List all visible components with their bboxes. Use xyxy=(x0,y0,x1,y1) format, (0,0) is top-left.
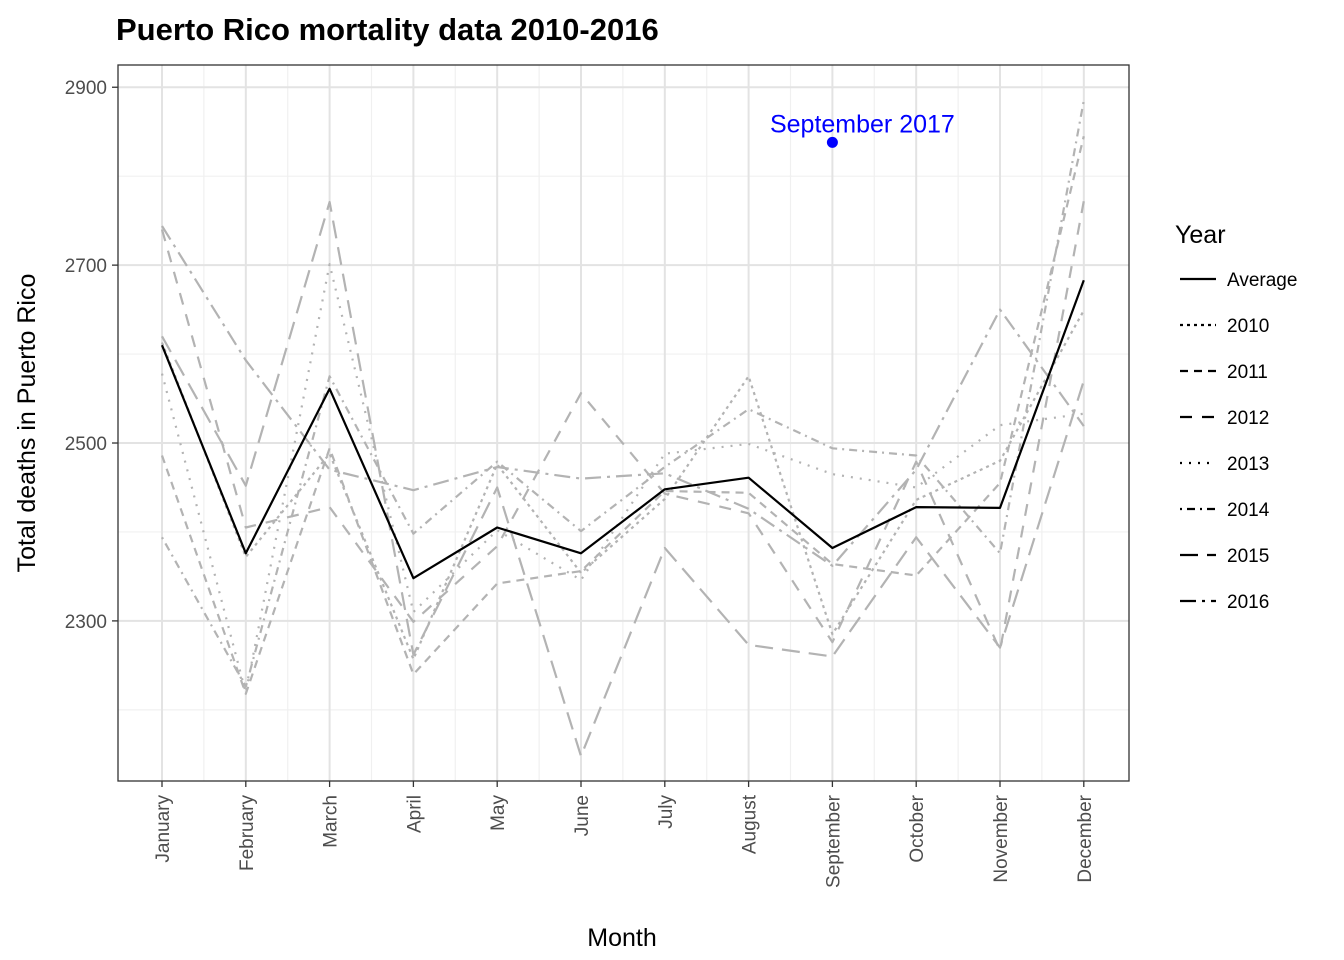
series-line-2011 xyxy=(160,135,1085,695)
x-tick-label: January xyxy=(153,795,174,863)
legend: Year Average 2010 2011 2012 2013 2014 2015 2016 xyxy=(1175,221,1297,613)
legend-label-2015: 2015 xyxy=(1227,546,1269,567)
x-tick-label: April xyxy=(404,795,425,833)
legend-label-average: Average xyxy=(1227,270,1297,291)
legend-label-2014: 2014 xyxy=(1227,500,1270,521)
x-tick-label: November xyxy=(991,794,1012,882)
series-line-2012 xyxy=(160,200,1085,652)
plot-panel: September 2017 xyxy=(117,64,1130,782)
series-line-2010 xyxy=(160,309,1085,661)
y-tick-label: 2500 xyxy=(65,434,107,455)
chart-title: Puerto Rico mortality data 2010-2016 xyxy=(116,12,659,47)
y-tick-label: 2900 xyxy=(65,78,107,99)
x-tick-label: February xyxy=(237,795,258,872)
annotation-point xyxy=(826,136,838,148)
legend-label-2011: 2011 xyxy=(1227,362,1268,383)
x-tick-label: December xyxy=(1075,794,1096,882)
series-line-2013 xyxy=(160,263,1084,695)
x-axis: January February March April May June July Augu… xyxy=(153,781,1096,888)
legend-label-2010: 2010 xyxy=(1227,316,1269,337)
series-line-2015 xyxy=(161,200,1085,758)
x-tick-label: August xyxy=(740,794,761,854)
legend-label-2016: 2016 xyxy=(1227,592,1269,613)
y-tick-label: 2700 xyxy=(65,256,107,277)
x-tick-label: July xyxy=(656,795,677,829)
panel-border xyxy=(117,64,1130,782)
x-axis-title: Month xyxy=(587,924,656,952)
series-line-average xyxy=(160,279,1085,580)
x-tick-label: June xyxy=(572,795,593,836)
y-tick-label: 2300 xyxy=(65,612,107,633)
legend-title: Year xyxy=(1175,221,1226,249)
x-tick-label: March xyxy=(321,795,342,848)
legend-label-2012: 2012 xyxy=(1227,408,1269,429)
x-tick-label: May xyxy=(488,795,509,831)
legend-label-2013: 2013 xyxy=(1227,454,1269,475)
y-axis: 2300 2500 2700 2900 xyxy=(65,78,118,633)
annotation-label: September 2017 xyxy=(770,110,955,138)
x-tick-label: September xyxy=(823,794,844,888)
series-line-2016 xyxy=(161,225,1085,567)
x-tick-label: October xyxy=(907,794,928,862)
y-axis-title: Total deaths in Puerto Rico xyxy=(13,274,41,573)
